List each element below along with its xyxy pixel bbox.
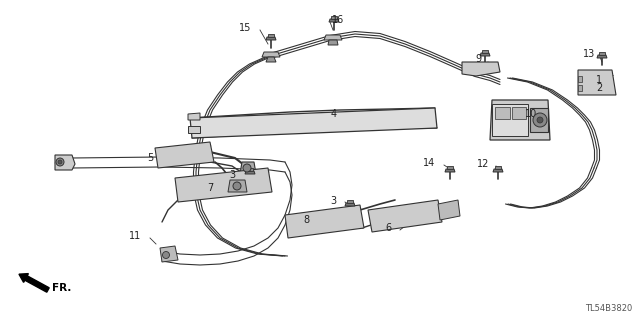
Polygon shape — [493, 169, 503, 172]
Text: 6: 6 — [385, 223, 391, 233]
Polygon shape — [268, 34, 274, 37]
Polygon shape — [445, 169, 455, 172]
Polygon shape — [160, 246, 178, 262]
Polygon shape — [175, 168, 272, 202]
Polygon shape — [490, 100, 550, 140]
Polygon shape — [462, 62, 500, 76]
FancyArrow shape — [19, 274, 49, 292]
Polygon shape — [530, 108, 548, 132]
Circle shape — [243, 164, 251, 172]
Polygon shape — [285, 205, 364, 238]
Polygon shape — [324, 35, 342, 40]
Polygon shape — [328, 40, 338, 45]
Circle shape — [537, 117, 543, 123]
Text: 10: 10 — [525, 109, 537, 119]
Text: 15: 15 — [239, 23, 251, 33]
Polygon shape — [329, 19, 339, 22]
Polygon shape — [447, 166, 453, 169]
Text: 12: 12 — [477, 159, 489, 169]
Text: 3: 3 — [229, 170, 235, 180]
Polygon shape — [597, 55, 607, 58]
Text: 5: 5 — [147, 153, 153, 163]
Polygon shape — [438, 200, 460, 220]
Text: 8: 8 — [303, 215, 309, 225]
Polygon shape — [480, 53, 490, 56]
Polygon shape — [266, 37, 276, 40]
Circle shape — [533, 113, 547, 127]
Polygon shape — [368, 200, 442, 232]
Polygon shape — [578, 76, 582, 82]
Polygon shape — [266, 57, 276, 62]
Text: 14: 14 — [423, 158, 435, 168]
Polygon shape — [495, 166, 501, 169]
Polygon shape — [262, 52, 280, 57]
Circle shape — [56, 158, 64, 166]
Polygon shape — [228, 180, 247, 192]
Text: 16: 16 — [332, 15, 344, 25]
Polygon shape — [245, 171, 255, 174]
Text: FR.: FR. — [52, 283, 72, 293]
Circle shape — [233, 182, 241, 190]
Polygon shape — [55, 155, 75, 170]
Text: 7: 7 — [207, 183, 213, 193]
Polygon shape — [247, 168, 253, 171]
Circle shape — [58, 160, 62, 164]
Text: 13: 13 — [583, 49, 595, 59]
Polygon shape — [495, 107, 510, 119]
Text: 2: 2 — [596, 83, 602, 93]
Polygon shape — [578, 85, 582, 91]
Text: 1: 1 — [596, 75, 602, 85]
Circle shape — [163, 251, 170, 258]
Polygon shape — [578, 70, 616, 95]
Polygon shape — [240, 162, 256, 174]
Text: 11: 11 — [129, 231, 141, 241]
Polygon shape — [190, 108, 437, 138]
Text: TL54B3820: TL54B3820 — [585, 304, 632, 313]
Polygon shape — [512, 107, 526, 119]
Polygon shape — [331, 16, 337, 19]
Polygon shape — [492, 104, 528, 136]
Polygon shape — [482, 50, 488, 53]
Polygon shape — [155, 142, 214, 168]
Polygon shape — [345, 203, 355, 206]
Text: 4: 4 — [331, 109, 337, 119]
Text: 3: 3 — [330, 196, 336, 206]
Polygon shape — [347, 200, 353, 203]
Text: 9: 9 — [476, 54, 482, 64]
Polygon shape — [188, 113, 200, 120]
Polygon shape — [599, 52, 605, 55]
Polygon shape — [188, 126, 200, 133]
